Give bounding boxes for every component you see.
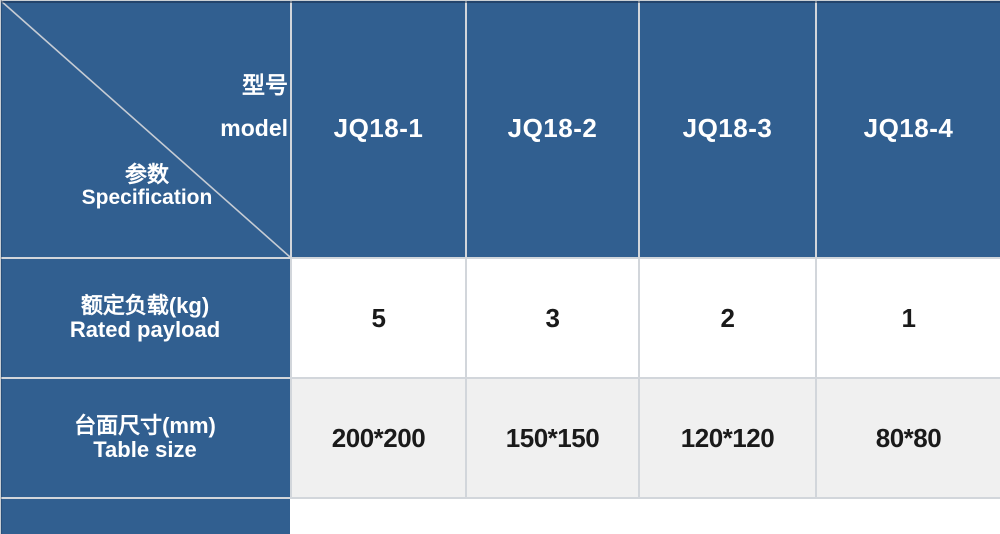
value-cell-table-size-jq18-2: 150*150	[465, 377, 638, 497]
value-cell-partial-jq18-3	[638, 497, 815, 534]
corner-spec-label-en: Specification	[81, 186, 213, 209]
row-label-en: Table size	[93, 437, 197, 462]
value-cell-partial-jq18-1	[290, 497, 465, 534]
value-cell-rated-payload-jq18-1: 5	[290, 257, 465, 377]
column-header-jq18-4: JQ18-4	[815, 0, 1000, 257]
value-cell-table-size-jq18-3: 120*120	[638, 377, 815, 497]
value-cell-partial-jq18-2	[465, 497, 638, 534]
value-cell-rated-payload-jq18-3: 2	[638, 257, 815, 377]
row-label-rated-payload: 额定负载(kg) Rated payload	[0, 257, 290, 377]
row-label-table-size: 台面尺寸(mm) Table size	[0, 377, 290, 497]
corner-spec-labels: 参数 Specification	[57, 163, 237, 209]
value-cell-table-size-jq18-4: 80*80	[815, 377, 1000, 497]
value-cell-rated-payload-jq18-4: 1	[815, 257, 1000, 377]
column-header-jq18-2: JQ18-2	[465, 0, 638, 257]
corner-model-label-en: model	[220, 115, 288, 141]
corner-spec-label-cn: 参数	[124, 162, 169, 187]
value-cell-partial-jq18-4	[815, 497, 1000, 534]
corner-header-cell: 型号 model 参数 Specification	[0, 0, 290, 257]
value-cell-table-size-jq18-1: 200*200	[290, 377, 465, 497]
row-label-cn: 台面尺寸(mm)	[74, 413, 216, 438]
row-label-partial	[0, 497, 290, 534]
diagonal-line	[0, 0, 290, 257]
row-label-cn: 额定负载(kg)	[80, 293, 210, 318]
corner-model-label-cn: 型号	[242, 72, 288, 98]
column-header-jq18-1: JQ18-1	[290, 0, 465, 257]
value-cell-rated-payload-jq18-2: 3	[465, 257, 638, 377]
row-label-en: Rated payload	[69, 317, 221, 342]
column-header-jq18-3: JQ18-3	[638, 0, 815, 257]
